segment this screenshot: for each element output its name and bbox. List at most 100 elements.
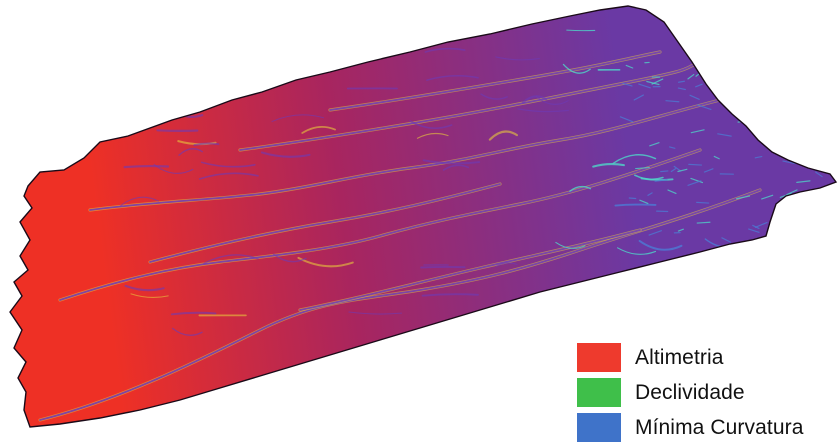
stream-texture-81 <box>721 237 732 243</box>
stream-texture-85 <box>687 180 702 186</box>
stream-tributary-54 <box>119 196 159 207</box>
stream-texture-38 <box>660 170 669 173</box>
stream-texture-70 <box>812 58 824 62</box>
stream-tributary-26 <box>409 120 453 129</box>
stream-tributary-48 <box>521 95 548 104</box>
legend-label-altimetria: Altimetria <box>635 345 724 369</box>
stream-texture-84 <box>633 94 644 101</box>
stream-tributary-28 <box>421 293 479 297</box>
stream-tributary-3 <box>488 130 518 141</box>
map-legend: Altimetria Declividade Mínima Curvatura <box>577 340 839 445</box>
stream-tributary-51 <box>348 311 403 315</box>
stream-texture-29 <box>750 94 763 100</box>
stream-tributary-15 <box>123 164 170 169</box>
stream-texture-83 <box>746 93 754 99</box>
stream-tributary-14 <box>260 151 311 158</box>
stream-texture-62 <box>754 155 763 159</box>
stream-texture-24 <box>687 73 695 80</box>
stream-texture-88 <box>817 136 829 141</box>
stream-texture-28 <box>668 146 676 149</box>
stream-texture-69 <box>689 94 700 100</box>
stream-tributary-23 <box>124 284 165 292</box>
stream-tributary-11 <box>416 132 449 139</box>
study-area-outline <box>9 5 838 428</box>
stream-tributary-29 <box>638 239 683 251</box>
stream-texture-77 <box>665 100 680 103</box>
stream-tributary-17 <box>710 25 734 34</box>
stream-tributary-37 <box>175 93 217 100</box>
stream-texture-67 <box>796 180 811 183</box>
legend-swatch-declividade <box>577 378 621 407</box>
stream-texture-0 <box>812 201 821 205</box>
stream-texture-54 <box>639 199 649 205</box>
stream-texture-13 <box>622 82 633 87</box>
stream-tributary-34 <box>752 97 776 102</box>
stream-core-4 <box>239 61 701 151</box>
stream-texture-6 <box>667 189 677 195</box>
stream-tributary-19 <box>173 55 217 64</box>
legend-item-altimetria: Altimetria <box>577 340 839 375</box>
stream-texture-2 <box>696 201 710 204</box>
stream-texture-79 <box>792 145 804 151</box>
stream-texture-86 <box>752 96 762 101</box>
stream-texture-5 <box>815 171 823 178</box>
stream-texture-26 <box>635 166 650 170</box>
stream-core-1 <box>59 149 701 301</box>
stream-tributary-57 <box>495 262 518 267</box>
stream-tributary-24 <box>592 163 625 168</box>
stream-tributary-47 <box>200 161 256 168</box>
legend-swatch-altimetria <box>577 343 621 372</box>
stream-texture-59 <box>677 228 684 232</box>
stream-tributary-60 <box>156 129 199 132</box>
stream-texture-51 <box>761 194 774 200</box>
stream-tributary-32 <box>153 163 194 174</box>
stream-texture-10 <box>741 76 752 83</box>
stream-texture-32 <box>815 60 827 67</box>
stream-tributary-25 <box>173 66 204 72</box>
stream-tributary-64 <box>426 75 479 81</box>
stream-texture-87 <box>801 156 809 159</box>
drainage-network <box>38 0 830 422</box>
stream-tributary-18 <box>555 241 586 249</box>
stream-texture-56 <box>717 133 732 137</box>
stream-texture-16 <box>697 104 712 111</box>
stream-texture-71 <box>649 142 660 147</box>
stream-texture-1 <box>696 221 711 224</box>
stream-texture-65 <box>764 108 775 115</box>
stream-tributary-50 <box>705 52 737 59</box>
stream-tributary-44 <box>301 126 336 134</box>
stream-texture-89 <box>625 64 634 69</box>
stream-tributary-66 <box>634 174 664 181</box>
stream-texture-14 <box>735 195 751 200</box>
stream-tributary-38 <box>337 28 362 35</box>
stream-texture-11 <box>718 64 731 68</box>
stream-texture-9 <box>819 61 827 64</box>
stream-tributary-53 <box>495 56 540 61</box>
stream-texture-41 <box>673 165 682 172</box>
stream-texture-17 <box>619 116 634 123</box>
stream-texture-57 <box>805 62 821 67</box>
stream-tributary-62 <box>193 142 220 147</box>
stream-texture-55 <box>703 168 714 173</box>
stream-tributary-2 <box>554 0 594 5</box>
stream-tributary-31 <box>614 203 657 207</box>
stream-texture-49 <box>688 163 703 166</box>
stream-texture-39 <box>799 157 813 161</box>
stream-tributary-5 <box>562 63 591 74</box>
stream-tributary-4 <box>198 172 259 180</box>
stream-texture-68 <box>723 96 738 101</box>
stream-tributary-1 <box>170 311 217 316</box>
stream-texture-37 <box>651 78 664 85</box>
stream-texture-73 <box>739 62 747 66</box>
stream-texture-18 <box>771 96 784 99</box>
stream-texture-47 <box>765 108 778 115</box>
stream-tributary-63 <box>422 159 481 165</box>
stream-tributary-7 <box>171 327 203 336</box>
stream-texture-19 <box>782 160 796 165</box>
stream-texture-22 <box>695 83 703 88</box>
stream-texture-30 <box>690 177 704 184</box>
stream-tributary-69 <box>130 293 169 299</box>
stream-texture-48 <box>754 221 768 228</box>
stream-core-6 <box>299 229 641 311</box>
stream-tributary-22 <box>531 6 569 13</box>
